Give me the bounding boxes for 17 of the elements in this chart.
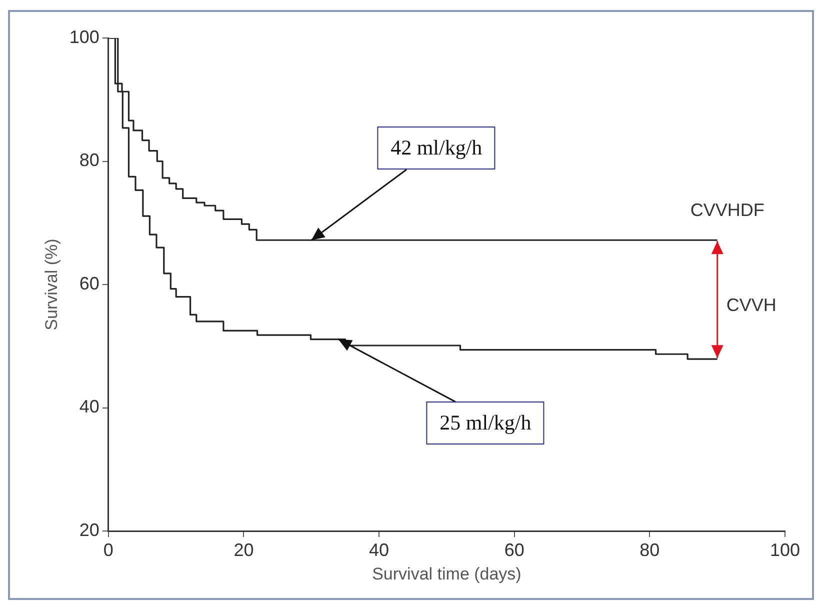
y-axis-title: Survival (%) (42, 238, 61, 330)
x-tick-label: 20 (234, 540, 254, 560)
annotation: 42 ml/kg/h (378, 126, 496, 170)
x-tick-label: 100 (770, 540, 800, 560)
text: CVVH (726, 295, 776, 316)
x-axis-title: Survival time (days) (372, 564, 522, 584)
x-tick-label: 40 (369, 540, 390, 560)
y-tick-label: 60 (79, 273, 100, 294)
y-tick-label: 20 (79, 520, 100, 540)
x-tick-label: 60 (504, 540, 524, 560)
x-tick-label: 0 (103, 540, 114, 560)
x-tick-label: 80 (640, 540, 660, 560)
annotation: 25 ml/kg/h (426, 402, 544, 445)
y-tick-label: 80 (79, 150, 100, 170)
y-tick-label: 40 (79, 396, 100, 417)
y-tick-label: 100 (69, 26, 100, 47)
series-label: CVVHDF (690, 200, 764, 220)
